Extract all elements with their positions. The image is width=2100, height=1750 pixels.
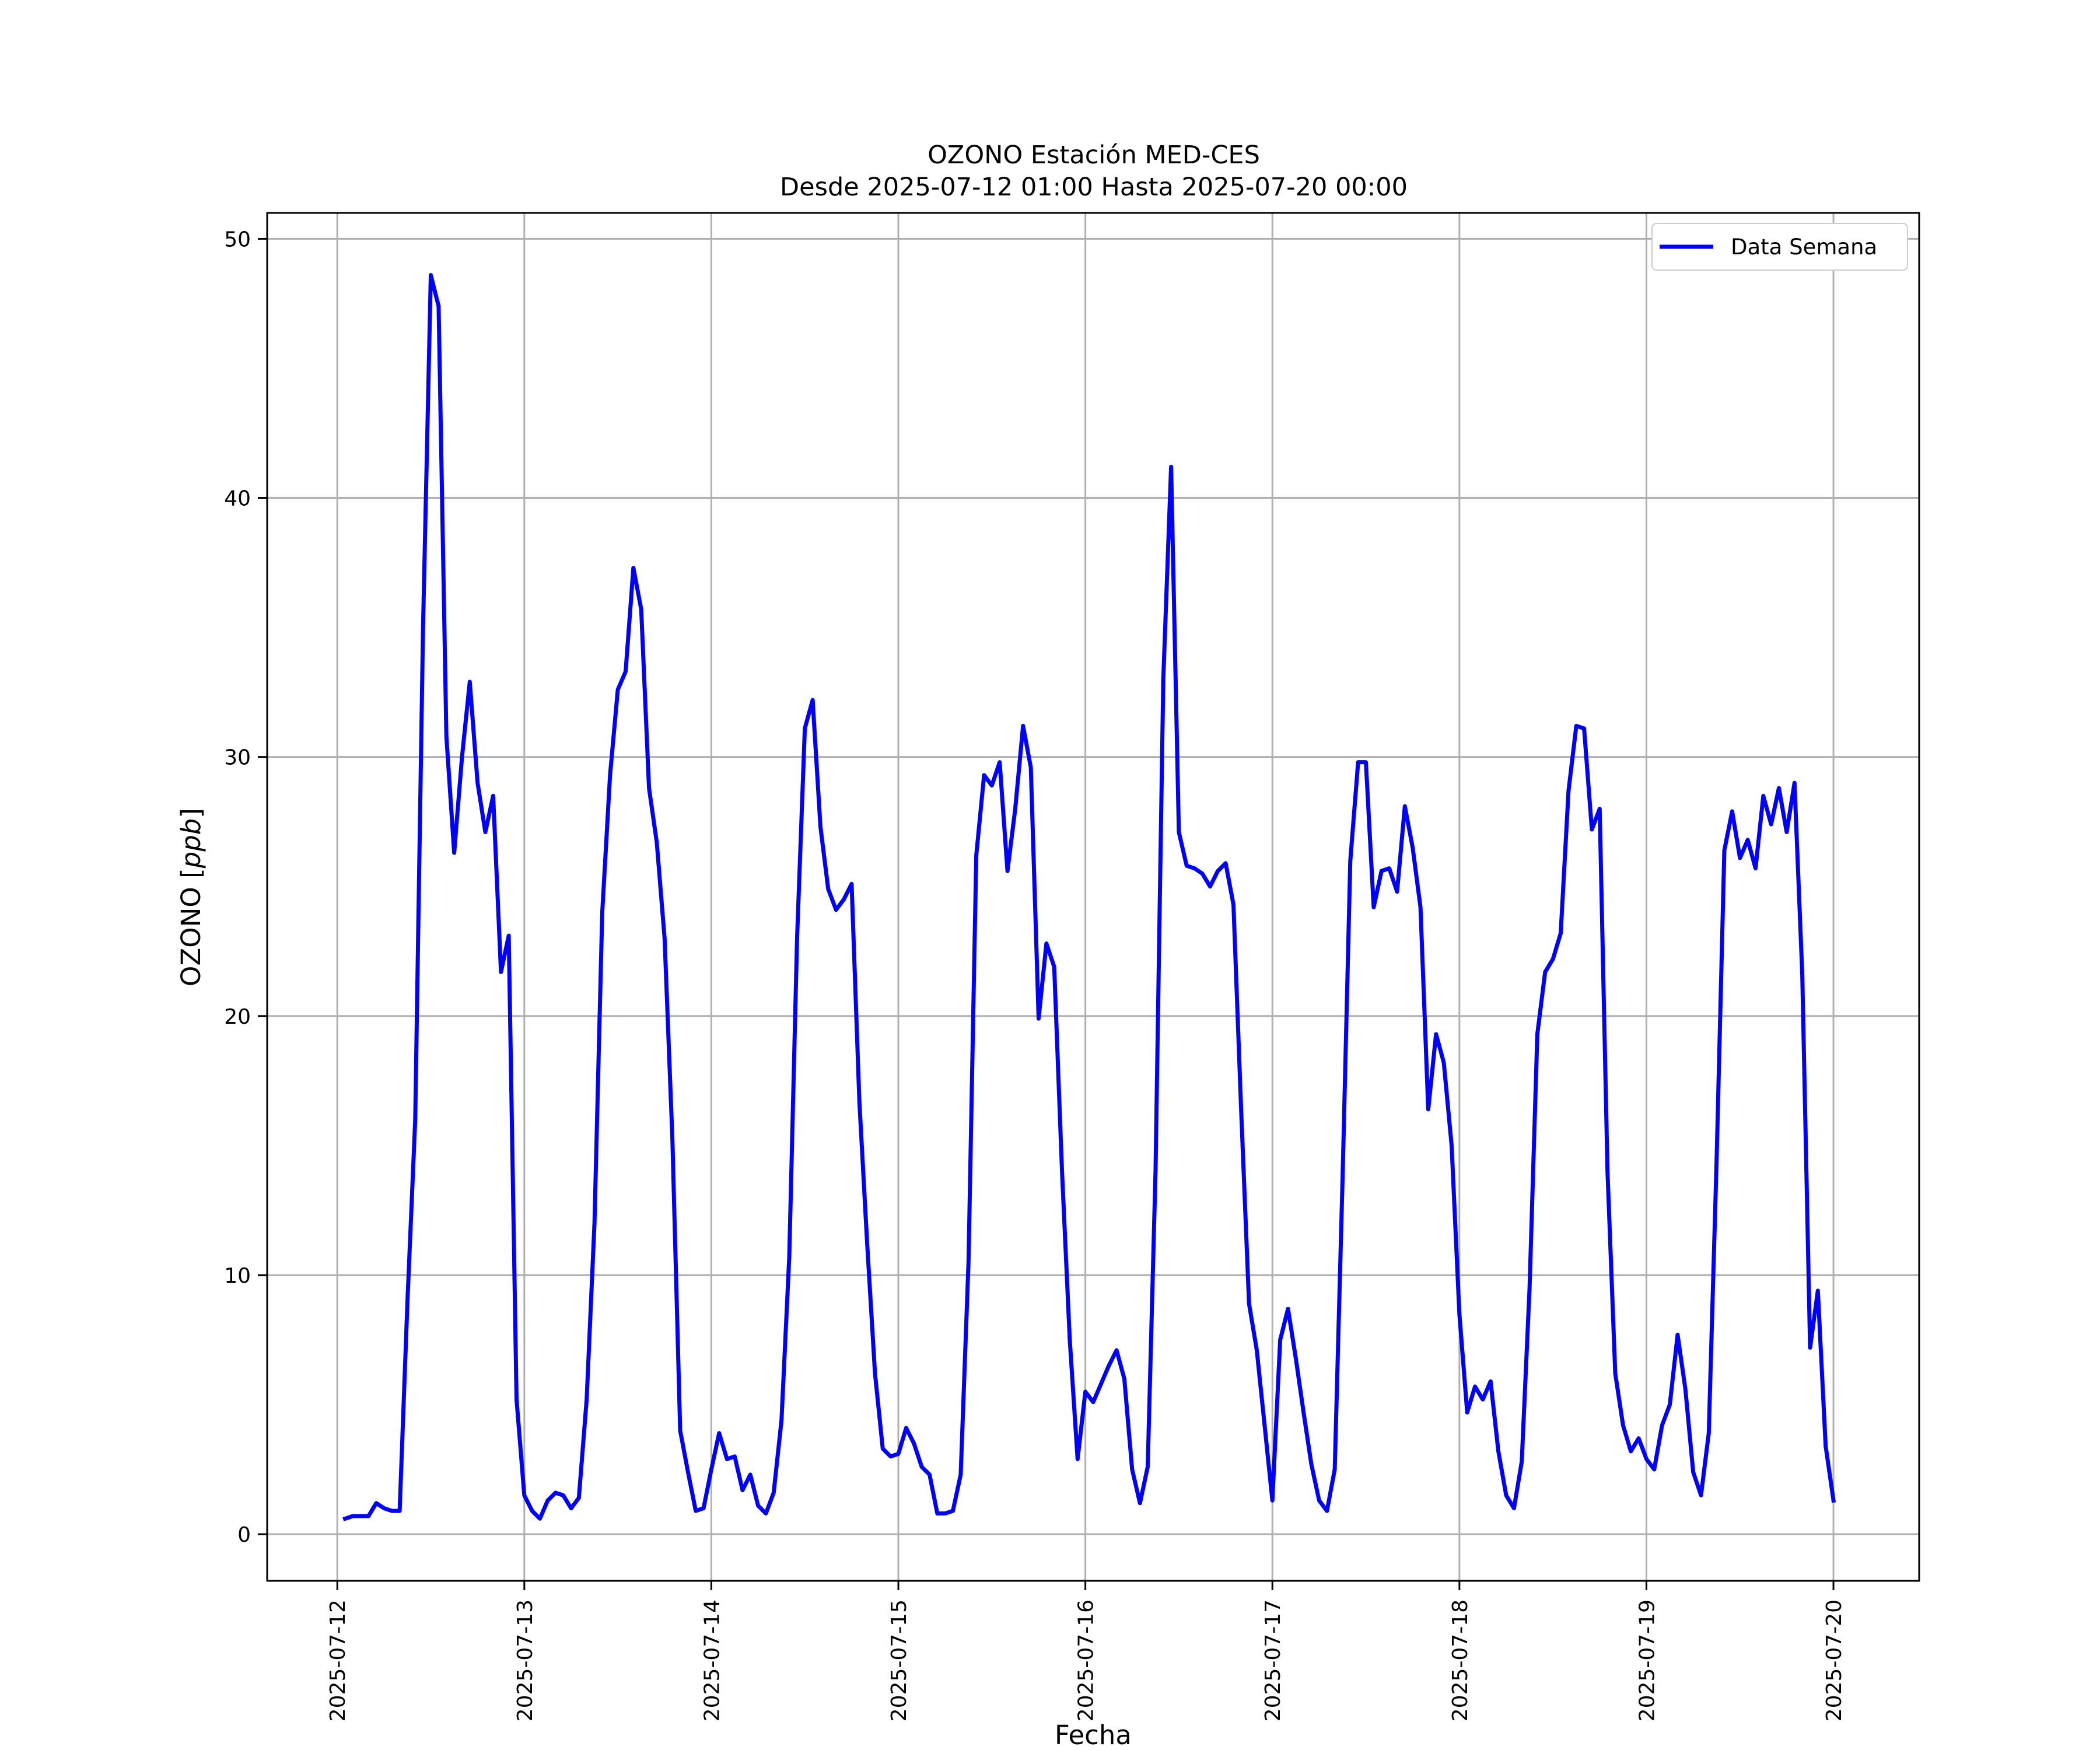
x-tick-label-2025-07-12: 2025-07-12: [326, 1600, 350, 1721]
series-line-0: [342, 273, 1836, 1521]
x-axis-ticks: 2025-07-12 2025-07-13 2025-07-14 2025-07-15…: [326, 1581, 1846, 1721]
x-tick-label-2025-07-20: 2025-07-20: [1822, 1600, 1846, 1721]
y-tick-label-20: 20: [224, 1005, 251, 1029]
chart-title-line-2: Desde 2025-07-12 01:00 Hasta 2025-07-20 …: [780, 173, 1408, 202]
y-axis-label-prefix: OZONO [: [176, 868, 206, 986]
chart-title-line-1: OZONO Estación MED-CES: [928, 141, 1260, 170]
x-tick-label-2025-07-14: 2025-07-14: [700, 1600, 724, 1721]
y-axis-label: OZONO [ppb]: [176, 808, 206, 986]
x-tick-label-2025-07-13: 2025-07-13: [513, 1600, 537, 1721]
plot-frame: [266, 212, 1920, 1582]
legend: Data Semana: [1651, 223, 1908, 271]
data-layer: [342, 273, 1836, 1521]
x-tick-label-2025-07-16: 2025-07-16: [1074, 1600, 1098, 1721]
x-axis-label: Fecha: [1055, 1720, 1132, 1750]
y-axis-label-suffix: ]: [176, 808, 206, 818]
x-tick-label-2025-07-17: 2025-07-17: [1261, 1600, 1285, 1721]
y-tick-label-30: 30: [224, 746, 251, 770]
x-tick-label-2025-07-18: 2025-07-18: [1448, 1600, 1472, 1721]
y-tick-label-40: 40: [224, 487, 251, 511]
legend-box: [1651, 223, 1908, 271]
legend-label-data-semana: Data Semana: [1731, 235, 1877, 260]
grid-lines: [267, 213, 1919, 1581]
y-tick-label-50: 50: [224, 228, 251, 251]
y-axis-ticks: 0 10 20 30 40 50: [224, 228, 267, 1547]
x-tick-label-2025-07-15: 2025-07-15: [887, 1600, 911, 1721]
y-tick-label-0: 0: [237, 1523, 251, 1547]
y-tick-label-10: 10: [224, 1264, 251, 1288]
y-axis-label-unit: ppb: [176, 818, 206, 869]
x-tick-label-2025-07-19: 2025-07-19: [1635, 1600, 1659, 1721]
